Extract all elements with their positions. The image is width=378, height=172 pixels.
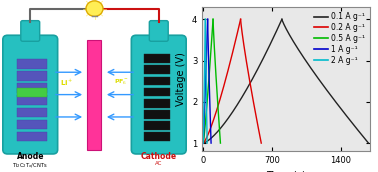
Bar <box>144 99 170 108</box>
Circle shape <box>86 1 103 16</box>
Bar <box>144 88 170 96</box>
Bar <box>144 121 170 130</box>
Bar <box>144 132 170 141</box>
Text: AC: AC <box>155 161 163 166</box>
Bar <box>17 88 47 97</box>
Bar <box>17 108 47 117</box>
Text: Li$^+$: Li$^+$ <box>60 77 74 88</box>
FancyBboxPatch shape <box>21 21 40 41</box>
FancyBboxPatch shape <box>3 35 57 154</box>
Text: PF$_6^-$: PF$_6^-$ <box>115 78 129 87</box>
Text: Ti$_2$C$_2$T$_x$/CNTs: Ti$_2$C$_2$T$_x$/CNTs <box>12 161 48 170</box>
Bar <box>144 77 170 85</box>
Bar <box>17 71 47 81</box>
Bar <box>17 132 47 141</box>
Bar <box>144 110 170 119</box>
Bar <box>17 59 47 69</box>
Y-axis label: Voltage (V): Voltage (V) <box>177 52 186 106</box>
FancyBboxPatch shape <box>149 21 168 41</box>
Bar <box>17 120 47 129</box>
FancyBboxPatch shape <box>132 35 186 154</box>
Legend: 0.1 A g⁻¹, 0.2 A g⁻¹, 0.5 A g⁻¹, 1 A g⁻¹, 2 A g⁻¹: 0.1 A g⁻¹, 0.2 A g⁻¹, 0.5 A g⁻¹, 1 A g⁻¹… <box>313 11 367 66</box>
Bar <box>17 83 47 93</box>
Bar <box>144 65 170 74</box>
X-axis label: Time (s): Time (s) <box>266 171 306 172</box>
Bar <box>87 40 101 150</box>
Text: Anode: Anode <box>17 152 44 161</box>
Bar <box>17 95 47 105</box>
Text: Cathode: Cathode <box>141 152 177 161</box>
Bar <box>144 54 170 63</box>
